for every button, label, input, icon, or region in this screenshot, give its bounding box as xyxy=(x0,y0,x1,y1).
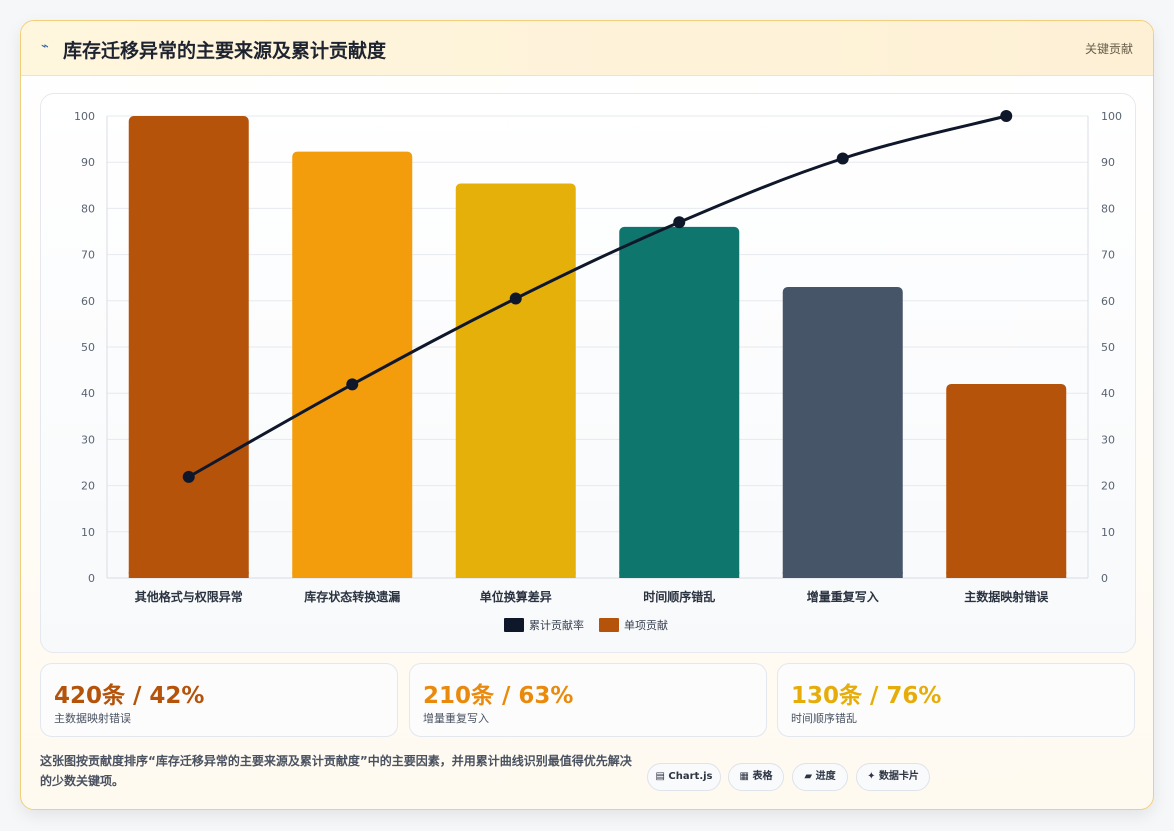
progress-icon: ▰ xyxy=(804,771,813,782)
bar xyxy=(782,286,903,578)
y2-tick-label: 70 xyxy=(1101,249,1115,262)
stat-cards: 420条 / 42% 主数据映射错误 210条 / 63% 增量重复写入 130… xyxy=(40,663,1135,737)
chart-icon: ▤ xyxy=(655,771,665,782)
cumulative-point xyxy=(836,152,849,165)
header-tag: 关键贡献 xyxy=(1084,42,1133,56)
bar xyxy=(128,116,249,578)
x-tick-label: 单位换算差异 xyxy=(480,589,552,604)
legend-swatch-single xyxy=(599,618,619,632)
chip-table[interactable]: ▦ 表格 xyxy=(728,763,784,791)
x-tick-label: 增量重复写入 xyxy=(807,589,879,604)
cumulative-point xyxy=(182,470,195,483)
legend-label: 单项贡献 xyxy=(624,618,668,632)
y-tick-label: 20 xyxy=(81,480,95,493)
x-tick-label: 时间顺序错乱 xyxy=(643,589,715,604)
y2-tick-label: 50 xyxy=(1101,341,1115,354)
stat-value: 210条 / 63% xyxy=(423,683,574,709)
card-title: 库存迁移异常的主要来源及累计贡献度 xyxy=(63,40,387,62)
chip-label: Chart.js xyxy=(668,771,713,782)
bar xyxy=(619,226,740,578)
legend-swatch-cumulative xyxy=(504,618,524,632)
y-tick-label: 100 xyxy=(74,110,95,123)
y-tick-label: 50 xyxy=(81,341,95,354)
bar-base xyxy=(292,572,413,578)
y2-tick-label: 0 xyxy=(1101,572,1108,585)
stat-value: 130条 / 76% xyxy=(791,683,942,709)
y-tick-label: 30 xyxy=(81,433,95,446)
chart-panel: 0 10 20 30 40 50 60 70 80 90 100 0 10 20 30 40 50 60 70 80 9… xyxy=(40,93,1136,653)
stat-value: 420条 / 42% xyxy=(54,683,205,709)
cumulative-point xyxy=(346,378,359,391)
sparkle-icon: ✦ xyxy=(867,771,876,782)
stat-label: 主数据映射错误 xyxy=(54,712,131,725)
y-tick-label: 0 xyxy=(88,572,95,585)
stat-label: 时间顺序错乱 xyxy=(791,712,857,725)
legend-label: 累计贡献率 xyxy=(529,618,584,632)
stat-card: 130条 / 76% 时间顺序错乱 xyxy=(777,663,1135,737)
chart-card: ⌁ 库存迁移异常的主要来源及累计贡献度 关键贡献 0 10 20 30 40 50 60 70… xyxy=(20,20,1154,810)
y2-tick-label: 100 xyxy=(1101,110,1122,123)
y2-tick-label: 60 xyxy=(1101,295,1115,308)
pareto-chart: 0 10 20 30 40 50 60 70 80 90 100 0 10 20 30 40 50 60 70 80 9… xyxy=(74,110,1122,632)
chip-label: 数据卡片 xyxy=(878,771,919,782)
cumulative-point xyxy=(509,292,522,305)
chip-data-card[interactable]: ✦ 数据卡片 xyxy=(856,763,930,791)
y2-tick-label: 10 xyxy=(1101,526,1115,539)
y-tick-label: 40 xyxy=(81,387,95,400)
bar xyxy=(455,183,576,578)
y2-tick-label: 40 xyxy=(1101,387,1115,400)
x-tick-label: 主数据映射错误 xyxy=(964,589,1049,604)
y-tick-label: 60 xyxy=(81,295,95,308)
bar-base xyxy=(128,572,249,578)
card-header: ⌁ 库存迁移异常的主要来源及累计贡献度 关键贡献 xyxy=(21,21,1153,76)
bar-base xyxy=(455,572,576,578)
y-tick-label: 80 xyxy=(81,202,95,215)
chip-progress[interactable]: ▰ 进度 xyxy=(792,763,848,791)
y-tick-label: 90 xyxy=(81,156,95,169)
x-tick-label: 其他格式与权限异常 xyxy=(135,589,243,604)
chip-label: 进度 xyxy=(815,771,836,782)
chart-description: 这张图按贡献度排序“库存迁移异常的主要来源及累计贡献度”中的主要因素，并用累计曲… xyxy=(40,754,632,788)
cumulative-point xyxy=(673,216,686,229)
y2-tick-label: 30 xyxy=(1101,433,1115,446)
y2-tick-label: 90 xyxy=(1101,156,1115,169)
chip-label: 表格 xyxy=(752,771,773,782)
y-tick-label: 10 xyxy=(81,526,95,539)
bar xyxy=(946,383,1067,578)
chart-icon: ⌁ xyxy=(41,39,49,54)
bar-base xyxy=(946,572,1067,578)
bar xyxy=(292,151,413,578)
bar-base xyxy=(619,572,740,578)
y-tick-label: 70 xyxy=(81,249,95,262)
bar-base xyxy=(782,572,903,578)
chip-chartjs[interactable]: ▤ Chart.js xyxy=(647,763,721,791)
cumulative-line xyxy=(188,114,1007,479)
stat-label: 增量重复写入 xyxy=(423,712,489,725)
y2-tick-label: 20 xyxy=(1101,480,1115,493)
x-tick-label: 库存状态转换遗漏 xyxy=(304,589,400,604)
cumulative-point xyxy=(1000,110,1013,122)
table-icon: ▦ xyxy=(739,771,749,782)
y2-tick-label: 80 xyxy=(1101,202,1115,215)
stat-card: 420条 / 42% 主数据映射错误 xyxy=(40,663,398,737)
stat-card: 210条 / 63% 增量重复写入 xyxy=(409,663,767,737)
